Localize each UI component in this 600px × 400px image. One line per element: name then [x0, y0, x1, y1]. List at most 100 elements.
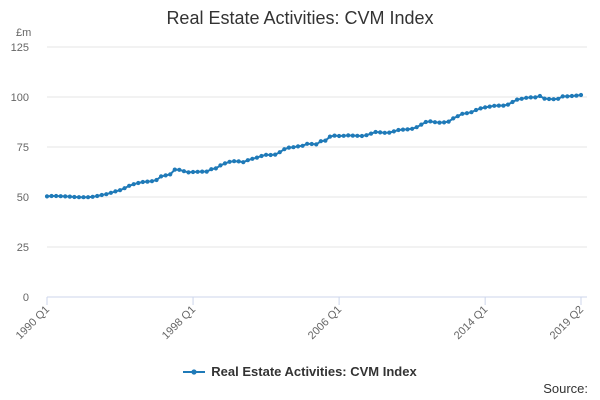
data-point [181, 169, 187, 174]
data-point [254, 155, 260, 160]
data-point [259, 153, 264, 159]
data-point [277, 150, 282, 155]
y-tick-label: 125 [11, 42, 29, 54]
x-tick-label: 2014 Q1 [452, 304, 490, 342]
data-point [300, 143, 305, 148]
data-point [350, 133, 355, 138]
data-point [455, 114, 460, 119]
data-point [305, 141, 310, 146]
data-point [54, 193, 59, 199]
data-point [145, 179, 150, 184]
chart-title: Real Estate Activities: CVM Index [166, 8, 434, 28]
data-point [537, 93, 543, 99]
data-point [209, 167, 214, 172]
data-point [496, 103, 501, 108]
x-tick-label: 1990 Q1 [14, 304, 52, 342]
data-point [309, 141, 314, 147]
data-point [469, 110, 474, 115]
data-point [99, 192, 104, 198]
data-point [85, 195, 91, 200]
data-point [49, 193, 54, 199]
data-point [286, 145, 291, 150]
data-point [510, 99, 515, 105]
data-point [405, 127, 410, 132]
data-point [441, 120, 447, 125]
data-point [515, 97, 520, 102]
data-point [565, 94, 570, 99]
data-point [213, 166, 218, 171]
data-point [172, 167, 177, 172]
data-point [432, 120, 438, 125]
data-point [533, 95, 538, 100]
data-point [560, 94, 565, 99]
series-group [44, 92, 584, 200]
data-point [67, 194, 72, 199]
data-point [337, 133, 342, 139]
data-point [373, 129, 378, 135]
data-point [332, 133, 337, 138]
data-point [163, 173, 168, 178]
data-point [268, 152, 273, 158]
data-point [478, 106, 483, 111]
data-point [410, 126, 415, 131]
data-point [200, 169, 205, 174]
data-point [250, 156, 255, 161]
data-point [127, 183, 132, 188]
y-tick-label: 100 [11, 92, 29, 104]
x-axis: 1990 Q1 1998 Q1 2006 Q1 2014 Q1 2019 Q2 [14, 296, 587, 342]
data-point [295, 144, 301, 149]
series-line [46, 94, 582, 199]
data-point [154, 177, 159, 183]
y-tick-label: 25 [17, 242, 29, 254]
data-point [378, 130, 383, 135]
data-point [140, 179, 145, 185]
data-point [241, 160, 246, 165]
y-tick-label: 50 [17, 192, 29, 204]
data-point [451, 116, 456, 121]
y-axis-ticks: 0 25 50 75 100 125 [11, 42, 29, 304]
data-point [382, 130, 387, 135]
data-point [186, 170, 191, 175]
data-point [108, 190, 113, 195]
legend-label: Real Estate Activities: CVM Index [211, 364, 417, 379]
data-point [76, 195, 82, 200]
data-point [487, 104, 492, 109]
legend-item[interactable]: Real Estate Activities: CVM Index [183, 364, 417, 379]
y-tick-label: 0 [23, 292, 29, 304]
data-point [273, 152, 278, 157]
data-point [396, 127, 401, 133]
data-point [501, 103, 506, 108]
data-point [117, 188, 123, 193]
data-point [528, 95, 533, 100]
legend[interactable]: Real Estate Activities: CVM Index [0, 364, 600, 380]
data-point [131, 182, 136, 187]
data-point [355, 133, 360, 138]
data-point [346, 133, 351, 138]
x-tick-label: 2019 Q2 [548, 304, 586, 342]
data-point [95, 193, 100, 199]
y-tick-label: 75 [17, 142, 29, 154]
data-point [428, 119, 433, 124]
data-point [113, 189, 118, 194]
data-point [519, 96, 524, 101]
data-point [546, 96, 552, 102]
data-point [505, 102, 511, 107]
data-point [473, 107, 479, 113]
data-point [419, 122, 424, 127]
data-point [437, 120, 442, 125]
data-point [574, 93, 579, 98]
data-point [492, 103, 497, 108]
data-point [341, 133, 346, 138]
data-point [136, 180, 141, 186]
data-point [90, 194, 95, 199]
source-label: Source: [543, 381, 588, 396]
data-point [149, 179, 155, 184]
data-point [245, 158, 250, 163]
data-point [204, 169, 209, 174]
gridlines [47, 46, 587, 248]
data-point [58, 194, 63, 199]
legend-marker-icon [183, 368, 206, 375]
x-tick-label: 1998 Q1 [160, 304, 198, 342]
data-point [359, 133, 365, 139]
